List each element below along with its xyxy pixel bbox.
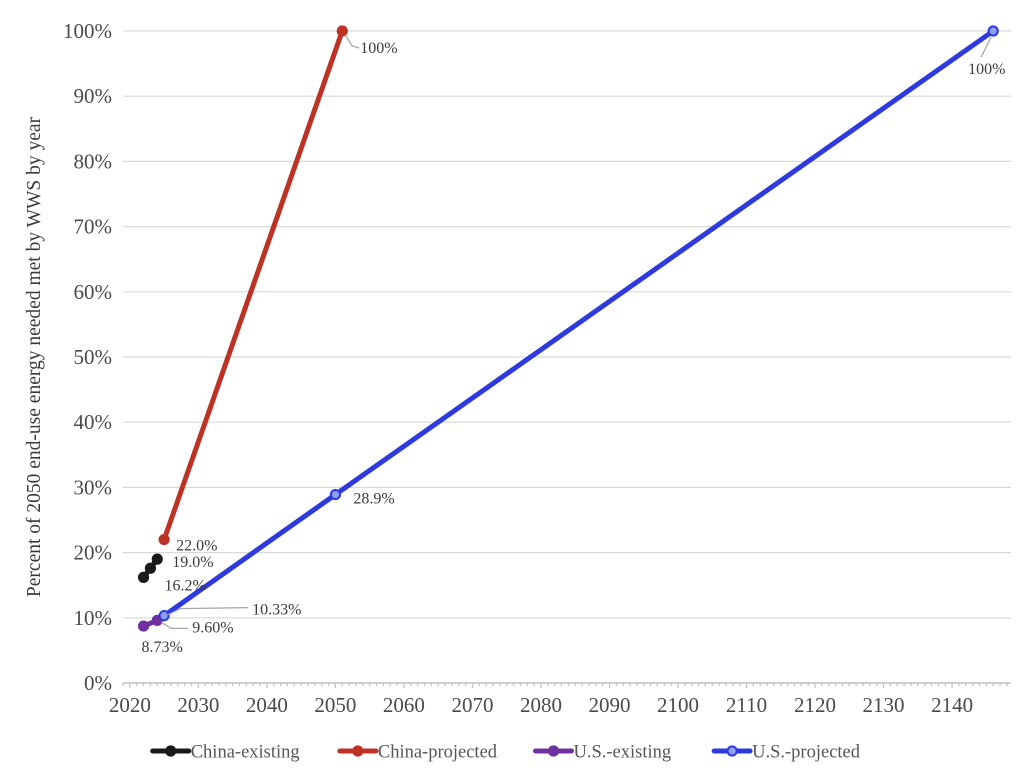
- legend-label: China-existing: [191, 743, 300, 763]
- data-label: 100%: [360, 40, 397, 57]
- x-tick-label: 2050: [314, 693, 356, 717]
- legend-item-china-existing: China-existing: [150, 743, 300, 763]
- data-label: 8.73%: [142, 639, 183, 656]
- y-tick-label: 30%: [74, 475, 113, 499]
- y-tick-label: 60%: [74, 280, 113, 304]
- x-tick-label: 2100: [657, 693, 699, 717]
- data-point-u-s-projected: [329, 488, 342, 501]
- label-leader-line: [344, 34, 360, 49]
- x-tick-label: 2020: [109, 693, 151, 717]
- x-tick-label: 2120: [794, 693, 836, 717]
- label-leader-line: [980, 36, 992, 58]
- y-tick-label: 10%: [74, 606, 113, 630]
- y-tick-label: 100%: [63, 19, 112, 43]
- legend-swatch-marker: [547, 745, 560, 757]
- data-label: 10.33%: [252, 602, 301, 619]
- x-tick-label: 2110: [726, 693, 767, 717]
- data-label: 100%: [968, 61, 1005, 78]
- series-line-china-projected: [161, 28, 345, 543]
- legend-label: U.S.-projected: [752, 743, 861, 763]
- data-label: 22.0%: [176, 538, 217, 555]
- y-axis-title: Percent of 2050 end-use energy needed me…: [24, 116, 45, 597]
- data-label: 16.2%: [165, 577, 206, 594]
- legend-swatch-marker: [352, 745, 364, 757]
- label-leader-line: [160, 621, 189, 630]
- legend-item-u-s-existing: U.S.-existing: [533, 743, 672, 763]
- y-tick-label: 20%: [74, 541, 113, 565]
- x-tick-label: 2130: [863, 693, 905, 717]
- data-point-u-s-projected: [158, 610, 170, 622]
- y-tick-label: 40%: [74, 410, 113, 434]
- data-point-china-existing: [144, 562, 157, 574]
- legend-swatch-marker: [165, 745, 177, 757]
- data-point-china-existing: [137, 571, 150, 583]
- legend-label: U.S.-existing: [574, 743, 672, 763]
- y-tick-label: 0%: [84, 671, 112, 695]
- data-label: 9.60%: [192, 619, 233, 636]
- data-point-china-existing: [151, 553, 163, 565]
- data-point-u-s-projected: [987, 25, 999, 37]
- data-point-u-s-existing: [137, 620, 150, 632]
- data-label: 28.9%: [353, 491, 394, 508]
- y-tick-label: 50%: [74, 345, 113, 369]
- data-point-china-projected: [336, 25, 348, 37]
- legend-item-china-projected: China-projected: [337, 743, 498, 763]
- data-point-china-projected: [158, 533, 170, 546]
- x-tick-label: 2140: [931, 693, 973, 717]
- y-tick-label: 70%: [74, 215, 113, 239]
- series-line-u-s-projected: [161, 28, 996, 619]
- legend-label: China-projected: [378, 743, 498, 763]
- data-label: 19.0%: [172, 554, 213, 571]
- x-tick-label: 2040: [246, 693, 288, 717]
- label-leader-line: [167, 606, 249, 616]
- x-tick-label: 2070: [451, 693, 493, 717]
- x-tick-label: 2090: [588, 693, 630, 717]
- legend-swatch-marker: [726, 745, 738, 757]
- y-tick-label: 80%: [74, 149, 113, 173]
- x-tick-label: 2080: [520, 693, 562, 717]
- x-tick-label: 2060: [383, 693, 425, 717]
- x-tick-label: 2030: [177, 693, 219, 717]
- legend-item-u-s-projected: U.S.-projected: [711, 743, 861, 763]
- y-tick-label: 90%: [74, 84, 113, 108]
